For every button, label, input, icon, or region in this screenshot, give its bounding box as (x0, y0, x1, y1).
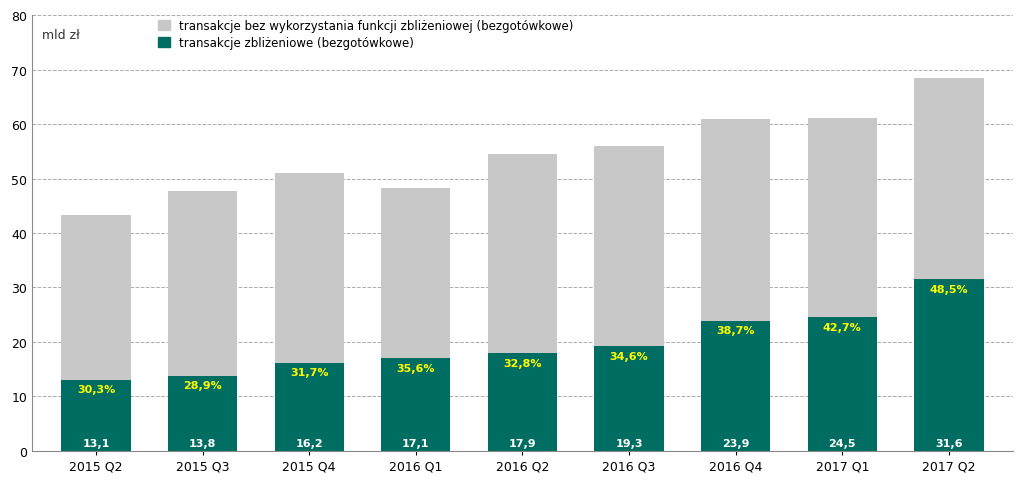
Text: 13,1: 13,1 (82, 438, 110, 448)
Text: 48,5%: 48,5% (930, 284, 969, 294)
Text: 31,6: 31,6 (935, 438, 963, 448)
Bar (61, 380, 131, 451)
Text: mld zł: mld zł (42, 29, 80, 42)
Text: 19,3: 19,3 (615, 438, 643, 448)
Text: 31,7%: 31,7% (290, 368, 329, 378)
Text: 34,6%: 34,6% (609, 351, 648, 361)
Bar (914, 279, 984, 451)
Bar (61, 215, 131, 380)
Bar (701, 120, 770, 321)
Bar (808, 119, 877, 318)
Text: 17,1: 17,1 (402, 438, 429, 448)
Bar (168, 191, 238, 376)
Bar (594, 147, 664, 346)
Bar (274, 363, 344, 451)
Text: 13,8: 13,8 (188, 438, 216, 448)
Text: 16,2: 16,2 (295, 438, 323, 448)
Text: 32,8%: 32,8% (503, 359, 542, 368)
Legend: transakcje bez wykorzystania funkcji zbliżeniowej (bezgotówkowe), transakcje zbl: transakcje bez wykorzystania funkcji zbl… (156, 17, 575, 52)
Bar (594, 346, 664, 451)
Bar (381, 358, 451, 451)
Bar (381, 189, 451, 358)
Text: 24,5: 24,5 (828, 438, 856, 448)
Bar (914, 78, 984, 279)
Bar (168, 376, 238, 451)
Bar (701, 321, 770, 451)
Text: 23,9: 23,9 (722, 438, 750, 448)
Text: 30,3%: 30,3% (77, 384, 115, 394)
Bar (274, 173, 344, 363)
Text: 38,7%: 38,7% (717, 326, 755, 336)
Text: 35,6%: 35,6% (396, 363, 435, 373)
Text: 28,9%: 28,9% (183, 381, 222, 391)
Text: 17,9: 17,9 (509, 438, 537, 448)
Bar (487, 354, 557, 451)
Bar (808, 318, 877, 451)
Bar (487, 155, 557, 354)
Text: 42,7%: 42,7% (823, 322, 861, 333)
